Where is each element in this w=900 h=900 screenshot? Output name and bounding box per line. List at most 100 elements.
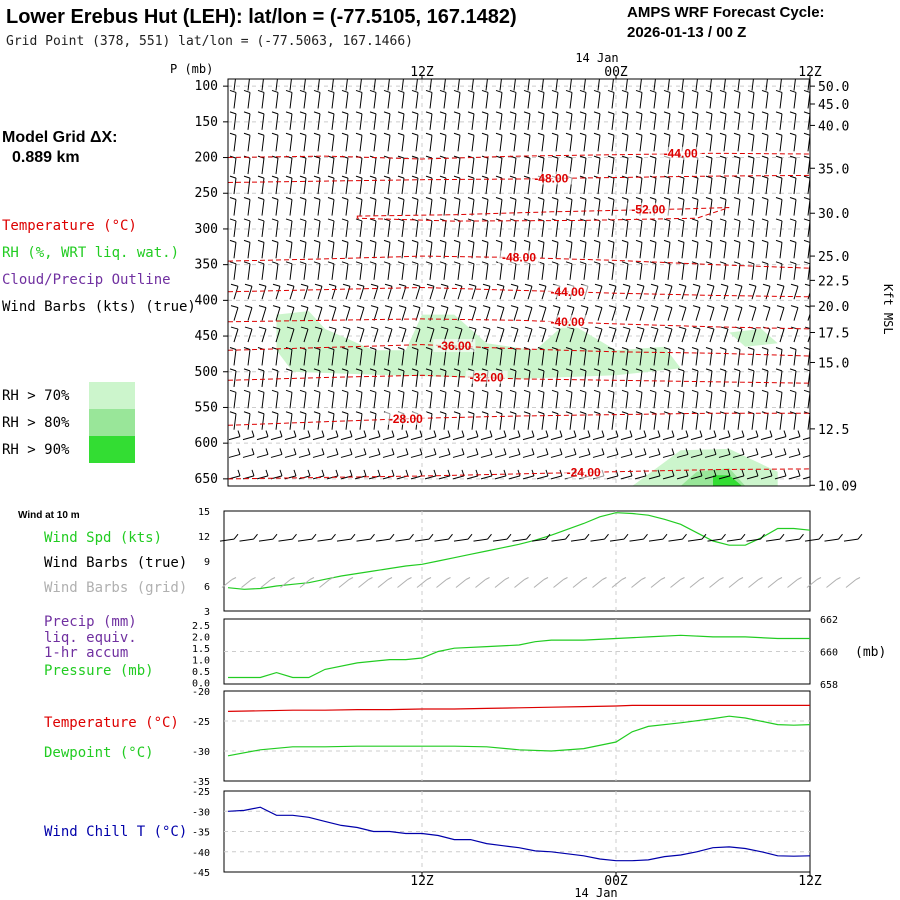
wind-barb (733, 89, 741, 109)
wind-barb (565, 239, 573, 259)
wind-barb (804, 326, 810, 343)
wind-barb (593, 218, 601, 238)
temperature-contour-labels: -44.00 -48.00 -52.00 -48.00 -44.00 -40.00 -36.… (384, 146, 702, 479)
wind-barb (761, 89, 769, 109)
wind-barb (313, 197, 321, 216)
wind-barb (648, 448, 661, 458)
temperature-contour (356, 207, 730, 222)
wind-barb (733, 197, 741, 216)
wind-barb (257, 261, 265, 280)
wind-barb (425, 197, 433, 216)
wind-barb (579, 89, 587, 109)
wind-barb (327, 155, 335, 175)
dewpoint-line (227, 715, 810, 757)
wind-barb (401, 79, 404, 91)
wind-barb (243, 197, 251, 216)
wind-barb (242, 448, 255, 458)
wind-barb (467, 239, 475, 259)
wind-barb (650, 305, 659, 321)
wind-barb (565, 346, 573, 366)
wind-barb (510, 283, 519, 300)
wind-barb (691, 239, 699, 259)
wind-barb (313, 218, 321, 238)
wind-barb (494, 469, 507, 480)
wind-barb (774, 448, 787, 458)
wind-barb (425, 411, 433, 430)
wind-barb (244, 326, 253, 343)
wind-barb-true (746, 533, 765, 542)
wind-barb (803, 218, 810, 238)
wind-barb (382, 448, 395, 458)
wind-barb (551, 89, 559, 109)
wind-barb-grid (299, 577, 315, 588)
wind-barb (621, 218, 629, 238)
wind-barb (719, 132, 727, 152)
wind-barb (495, 132, 503, 152)
wind-barb (635, 111, 643, 130)
wind-barb (411, 368, 419, 387)
wind-barb (300, 305, 309, 321)
wind-barb (592, 448, 605, 458)
wind-barb (649, 239, 657, 259)
wind-barb (258, 283, 267, 300)
wind-barb (625, 79, 628, 91)
wind-barb-true (785, 533, 804, 542)
wind-barb (747, 155, 755, 175)
wind-barb (607, 175, 615, 195)
wind-barb (271, 155, 279, 175)
pressure-unit-label: (mb) (855, 645, 886, 660)
wind-barb (537, 389, 545, 409)
wind-barb (326, 448, 339, 458)
wind-barb (733, 155, 741, 175)
wind-barb (746, 430, 759, 441)
wind-barb (802, 455, 810, 458)
wind-barb (229, 197, 237, 216)
grid-point-subtitle: Grid Point (378, 551) lat/lon = (-77.506… (6, 34, 413, 49)
wind-barb (636, 305, 645, 321)
wind-barb (522, 448, 535, 458)
wind-barb (565, 111, 573, 130)
wind-barb (494, 430, 507, 441)
wind-barb-grid (514, 577, 529, 588)
wind-barb (242, 469, 255, 480)
wind-barb (313, 155, 321, 175)
wind-barb (579, 132, 587, 152)
wind-barb (663, 218, 671, 238)
wind-barb (523, 111, 531, 130)
wind-barb (607, 197, 615, 216)
wind-barb (760, 430, 773, 441)
wind-barb (454, 283, 463, 300)
wind-barb (356, 326, 365, 343)
wind-barb (776, 326, 785, 343)
wind-barb (354, 448, 367, 458)
wind-barb (257, 89, 265, 109)
wind-barb (453, 389, 461, 409)
wind-barb (775, 218, 783, 238)
wind-barb (327, 368, 335, 387)
wind-barb (453, 175, 461, 195)
wind-barb (369, 175, 377, 195)
wind-barb (480, 448, 493, 458)
temperature-contour-label: -32.00 (470, 371, 504, 385)
wind-barb (607, 218, 615, 238)
wind-barb (593, 89, 601, 109)
wind-barb (270, 430, 283, 441)
wind-barb (286, 326, 295, 343)
wind-barb (299, 389, 307, 409)
wind-barb (341, 218, 349, 238)
wind-barb (761, 155, 769, 175)
wind-barb-grid (611, 577, 627, 588)
temperature-contour (228, 174, 810, 183)
pressure-tick-label: 650 (195, 472, 218, 487)
wind-barb (775, 411, 783, 430)
wind-barb (579, 411, 587, 430)
wind-barb (439, 89, 447, 109)
wind-barb (313, 89, 321, 109)
wind-barb (607, 111, 615, 130)
wind-barb (485, 79, 488, 91)
wind-barb (551, 197, 559, 216)
wind-barb (594, 326, 603, 343)
wind-barb (775, 261, 783, 280)
wind-barb (284, 430, 297, 441)
wind-barb (383, 218, 391, 238)
